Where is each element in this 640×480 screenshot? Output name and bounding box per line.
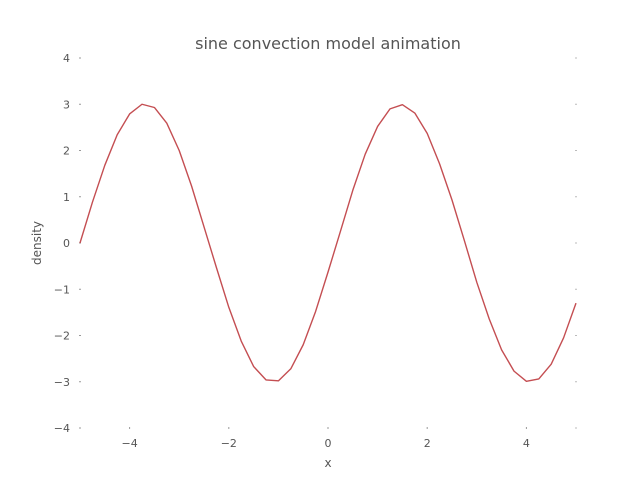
y-tick-label: 3	[63, 98, 70, 111]
x-tick-label: 0	[325, 437, 332, 450]
y-tick-label: 1	[63, 191, 70, 204]
y-tick-label: 4	[63, 52, 70, 65]
tick-marks-layer	[79, 57, 577, 429]
y-tick-label: −4	[54, 422, 70, 435]
tick-labels-layer: −4 −3 −2 −1 0 1 2 3 4 −4 −2 0 2 4	[54, 52, 530, 450]
y-tick-label: −1	[54, 283, 70, 296]
y-tick-label: −2	[54, 330, 70, 343]
x-axis-label: x	[324, 456, 331, 470]
series-layer	[79, 103, 577, 382]
y-tick-label: −3	[54, 376, 70, 389]
x-tick-label: −2	[221, 437, 237, 450]
series-line	[79, 103, 577, 382]
chart-title: sine convection model animation	[195, 34, 461, 53]
y-tick-label: 0	[63, 237, 70, 250]
y-tick-label: 2	[63, 145, 70, 158]
y-axis-label: density	[30, 221, 44, 265]
x-tick-label: −4	[121, 437, 137, 450]
x-tick-label: 4	[523, 437, 530, 450]
x-tick-label: 2	[424, 437, 431, 450]
